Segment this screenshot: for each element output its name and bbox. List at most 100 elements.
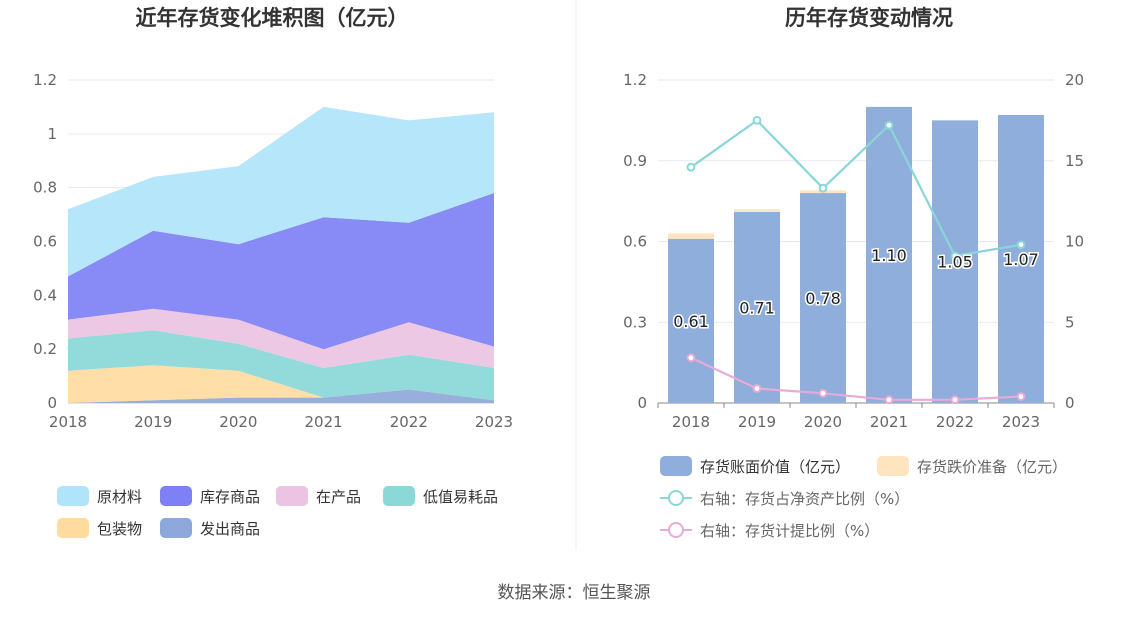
legend-label: 右轴：存货占净资产比例（%） xyxy=(700,490,909,508)
legend-marker xyxy=(668,490,684,506)
bar-value-label: 1.07 xyxy=(1003,250,1039,269)
legend-marker xyxy=(668,522,684,538)
left-chart-title: 近年存货变化堆积图（亿元） xyxy=(136,6,409,30)
legend-swatch xyxy=(276,486,308,506)
x-tick-label: 2019 xyxy=(134,413,172,431)
right-chart-right-y-axis: 0 5 10 15 20 xyxy=(1065,71,1084,412)
left-chart-x-axis: 2018 2019 2020 2021 2022 2023 xyxy=(49,413,513,431)
right-chart-bar-labels: 0.61 0.71 0.78 1.10 1.05 1.07 xyxy=(672,244,1041,332)
bar-存货账面价值（亿元） xyxy=(734,211,780,403)
x-tick-label: 2019 xyxy=(738,413,776,431)
x-tick-label: 2022 xyxy=(936,413,974,431)
right-chart-grid xyxy=(657,79,1055,408)
line-point xyxy=(752,384,762,393)
legend-swatch xyxy=(160,486,192,506)
y-tick-label: 0.8 xyxy=(33,179,57,197)
line-point xyxy=(818,388,828,398)
left-chart-areas xyxy=(68,106,494,403)
legend-label: 存货账面价值（亿元） xyxy=(700,458,850,476)
y-tick-label: 0 xyxy=(47,394,57,412)
bar-存货账面价值（亿元） xyxy=(800,193,846,403)
x-tick-label: 2018 xyxy=(672,413,710,431)
source-note: 数据来源：恒生聚源 xyxy=(498,583,651,603)
x-tick-label: 2023 xyxy=(1002,413,1040,431)
legend-label: 低值易耗品 xyxy=(423,488,498,506)
legend-label: 在产品 xyxy=(316,488,361,506)
line-point xyxy=(752,115,762,125)
legend-label: 右轴：存货计提比例（%） xyxy=(700,522,879,540)
combo-bar-line-chart: 历年存货变动情况 0.61 0.71 0.78 1.10 1.05 1.07 0 0.3 0.… xyxy=(623,6,1084,540)
bar-存货账面价值（亿元） xyxy=(932,120,978,403)
line-point xyxy=(1016,392,1026,401)
x-tick-label: 2021 xyxy=(305,413,343,431)
right-chart-title: 历年存货变动情况 xyxy=(785,6,953,30)
y-tick-label: 1.2 xyxy=(33,71,57,89)
right-chart-legend: 存货账面价值（亿元） 存货跌价准备（亿元） 右轴：存货占净资产比例（%） 右轴：存货计… xyxy=(660,456,1067,540)
bar-存货跌价准备（亿元） xyxy=(734,209,780,212)
y-tick-label: 0.3 xyxy=(623,313,647,331)
legend-label: 库存商品 xyxy=(200,488,260,506)
x-tick-label: 2021 xyxy=(870,413,908,431)
y-tick-label: 0 xyxy=(637,394,647,412)
line-point xyxy=(884,120,894,130)
right-chart-lines xyxy=(686,115,1026,405)
legend-label: 发出商品 xyxy=(200,520,260,538)
y2-tick-label: 0 xyxy=(1065,394,1075,412)
bar-value-label: 1.10 xyxy=(871,246,907,265)
bar-value-label: 0.78 xyxy=(805,289,841,308)
line-point xyxy=(884,395,894,405)
legend-swatch xyxy=(383,486,415,506)
bar-存货账面价值（亿元） xyxy=(668,238,714,403)
y-tick-label: 1 xyxy=(47,125,57,143)
y-tick-label: 0.9 xyxy=(623,152,647,170)
x-tick-label: 2020 xyxy=(219,413,257,431)
legend-swatch xyxy=(660,456,692,476)
y2-tick-label: 20 xyxy=(1065,71,1084,89)
legend-swatch xyxy=(877,456,909,476)
stacked-area-chart: 近年存货变化堆积图（亿元） 0 0.2 0.4 0.6 0.8 1 1.2 2018 2019… xyxy=(33,6,513,538)
y2-tick-label: 15 xyxy=(1065,152,1084,170)
right-chart-left-y-axis: 0 0.3 0.6 0.9 1.2 xyxy=(623,71,647,412)
y-tick-label: 0.6 xyxy=(623,233,647,251)
right-chart-x-axis: 2018 2019 2020 2021 2022 2023 xyxy=(672,413,1040,431)
bar-存货跌价准备（亿元） xyxy=(668,233,714,239)
line-point xyxy=(686,162,696,172)
line-point xyxy=(818,183,828,193)
legend-label: 存货跌价准备（亿元） xyxy=(917,458,1067,476)
line-point xyxy=(1016,240,1026,250)
line-右轴：存货计提比例（%） xyxy=(690,356,1022,401)
line-point xyxy=(950,251,960,261)
x-tick-label: 2020 xyxy=(804,413,842,431)
x-tick-label: 2018 xyxy=(49,413,87,431)
bar-value-label: 0.71 xyxy=(739,298,775,317)
y-tick-label: 0.2 xyxy=(33,340,57,358)
area-series-原材料 xyxy=(68,106,494,277)
line-point xyxy=(686,353,696,363)
bar-value-label: 0.61 xyxy=(673,312,709,331)
legend-label: 包装物 xyxy=(97,520,142,538)
area-series-包装物 xyxy=(68,365,494,403)
legend-swatch xyxy=(57,518,89,538)
x-tick-label: 2023 xyxy=(475,413,513,431)
y-tick-label: 0.6 xyxy=(33,233,57,251)
x-tick-label: 2022 xyxy=(390,413,428,431)
area-series-库存商品 xyxy=(68,193,494,350)
left-chart-y-axis: 0 0.2 0.4 0.6 0.8 1 1.2 xyxy=(33,71,57,412)
legend-label: 原材料 xyxy=(97,488,142,506)
line-point xyxy=(950,395,960,405)
y-tick-label: 0.4 xyxy=(33,286,57,304)
line-右轴：存货占净资产比例（%） xyxy=(690,118,1022,258)
area-series-低值易耗品 xyxy=(68,330,494,401)
right-chart-bars xyxy=(668,106,1044,404)
y-tick-label: 1.2 xyxy=(623,71,647,89)
area-series-发出商品 xyxy=(68,389,494,403)
bar-存货账面价值（亿元） xyxy=(998,114,1044,403)
y2-tick-label: 10 xyxy=(1065,233,1084,251)
area-series-在产品 xyxy=(68,308,494,368)
legend-swatch xyxy=(160,518,192,538)
bar-value-label: 1.05 xyxy=(937,253,973,272)
y2-tick-label: 5 xyxy=(1065,313,1075,331)
legend-swatch xyxy=(57,486,89,506)
